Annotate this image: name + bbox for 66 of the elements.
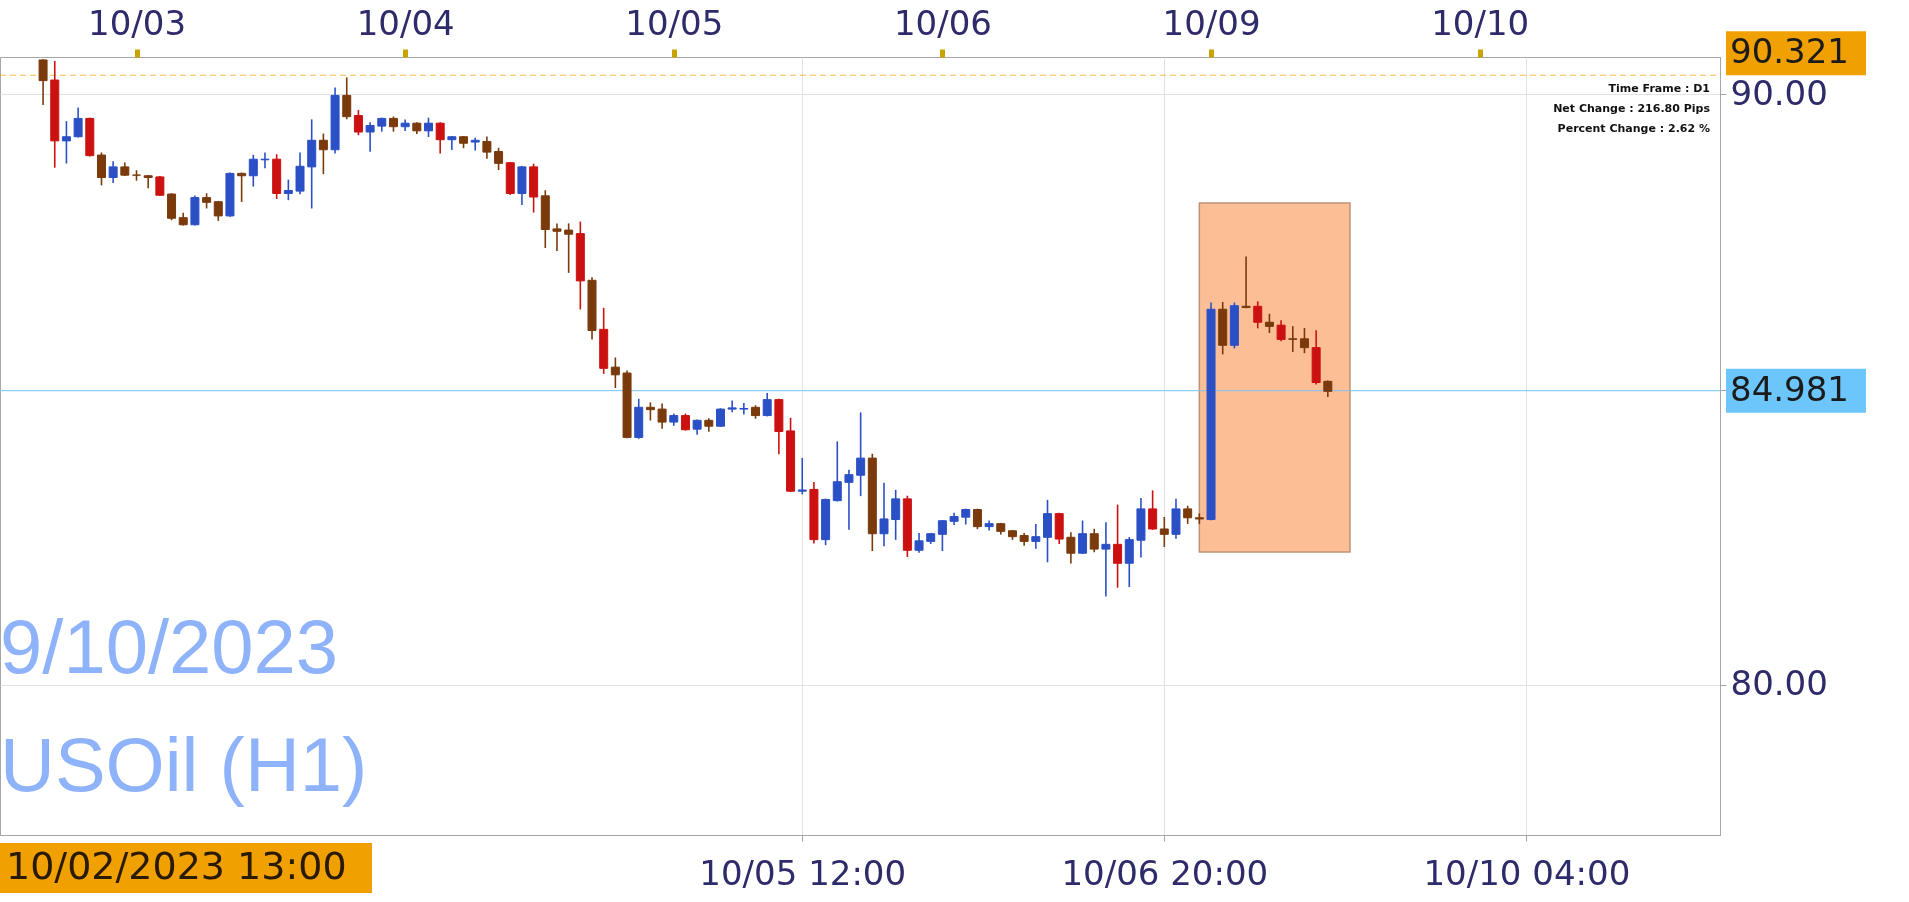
- candlestick: [575, 221, 585, 310]
- x-tick-label: 10/05 12:00: [699, 852, 907, 893]
- candlestick: [295, 152, 305, 195]
- candlestick: [937, 519, 947, 552]
- candlestick: [1113, 504, 1123, 588]
- candlestick: [353, 109, 363, 136]
- candlestick: [447, 135, 457, 150]
- candlestick: [879, 482, 889, 547]
- candlestick: [1288, 326, 1298, 352]
- x-tick-label: 10/06 20:00: [1061, 852, 1269, 893]
- text: 10/02/2023 13:00: [6, 844, 347, 888]
- x-tick-label: 10/09: [1162, 2, 1261, 43]
- candlestick: [38, 59, 48, 106]
- candlestick: [856, 412, 866, 497]
- annotation: Percent Change : 2.62 %: [1557, 122, 1710, 135]
- candlestick: [786, 417, 796, 492]
- candlestick: [96, 152, 106, 186]
- candlestick: [365, 122, 375, 152]
- candlestick: [727, 400, 737, 413]
- candlestick: [564, 223, 574, 273]
- candlestick: [552, 223, 562, 251]
- annotation: Time Frame : D1: [1608, 82, 1710, 95]
- candlestick: [1159, 516, 1169, 547]
- candlestick: [225, 172, 235, 217]
- candlestick: [902, 495, 912, 557]
- text: USOil (H1): [0, 722, 368, 807]
- text: 9/10/2023: [0, 604, 339, 689]
- candlestick: [984, 520, 994, 531]
- ref-line-label: 90.321: [1730, 31, 1849, 72]
- candlestick: [844, 469, 854, 530]
- candlestick: [657, 403, 667, 429]
- x-tick-label: 10/04: [356, 2, 455, 43]
- candlestick: [1078, 520, 1088, 555]
- candlestick: [797, 457, 807, 495]
- x-tick-label: 10/10: [1431, 2, 1530, 43]
- candlestick: [739, 402, 749, 415]
- y-tick-label: 80.00: [1730, 663, 1828, 704]
- candlestick: [167, 193, 177, 221]
- x-tick-label: 10/03: [88, 2, 186, 43]
- candlestick: [610, 357, 620, 389]
- candlestick: [949, 512, 959, 526]
- candlestick: [494, 147, 504, 171]
- candlestick: [155, 176, 165, 197]
- candlestick: [1043, 499, 1053, 563]
- candlestick: [482, 136, 492, 159]
- candlestick: [1229, 302, 1239, 349]
- candlestick: [1101, 522, 1111, 597]
- x-tick-label: 10/10 04:00: [1423, 852, 1631, 893]
- candlestick: [692, 419, 702, 435]
- candlestick: [529, 163, 539, 213]
- annotation: Net Change : 216.80 Pips: [1553, 102, 1711, 115]
- x-tick-label: 10/06: [893, 2, 992, 43]
- candlestick: [914, 532, 924, 553]
- candlestick: [283, 179, 293, 201]
- candlestick: [517, 166, 527, 205]
- candlestick: [61, 121, 71, 164]
- y-tick-label: 90.00: [1730, 72, 1828, 113]
- x-tick-label: 10/05: [625, 2, 724, 43]
- candlestick: [1171, 498, 1181, 539]
- candlestick: [85, 117, 95, 157]
- candlestick: [622, 370, 632, 439]
- candlestick: [1136, 498, 1146, 558]
- candlestick: [1148, 490, 1158, 530]
- candlestick: [1299, 327, 1309, 354]
- candlestick: [891, 489, 901, 540]
- ref-line-label: 84.981: [1730, 368, 1849, 409]
